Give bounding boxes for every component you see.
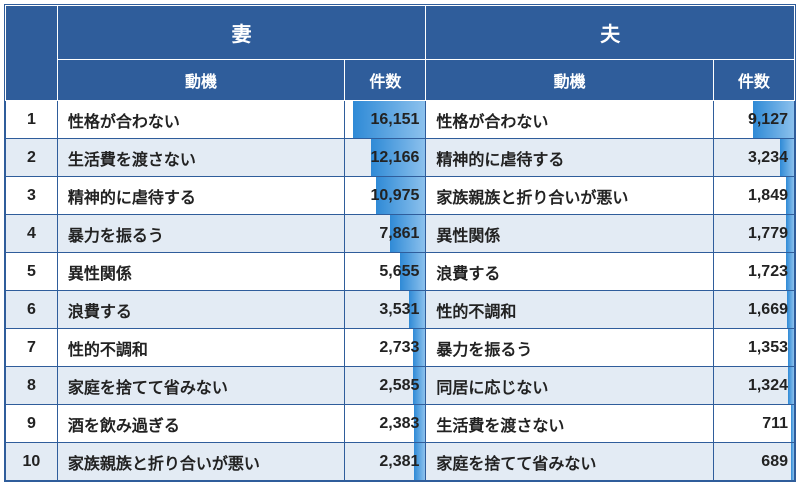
husband-count-cell: 711	[713, 405, 794, 443]
husband-count-cell: 1,723	[713, 253, 794, 291]
husband-reason-cell: 家族親族と折り合いが悪い	[426, 177, 713, 215]
header-wife-reason: 動機	[57, 60, 344, 101]
husband-reason-cell: 家庭を捨てて省みない	[426, 443, 713, 481]
wife-count-value: 2,381	[379, 443, 419, 480]
wife-count-cell: 7,861	[345, 215, 426, 253]
husband-count-cell: 1,669	[713, 291, 794, 329]
husband-count-value: 9,127	[748, 101, 788, 138]
wife-count-cell: 3,531	[345, 291, 426, 329]
wife-count-cell: 16,151	[345, 101, 426, 139]
data-table: 妻 夫 動機 件数 動機 件数 1性格が合わない16,151性格が合わない9,1…	[5, 5, 795, 481]
husband-count-cell: 1,849	[713, 177, 794, 215]
wife-count-cell: 12,166	[345, 139, 426, 177]
data-bar	[791, 443, 794, 480]
table-row: 1性格が合わない16,151性格が合わない9,127	[6, 101, 795, 139]
husband-reason-cell: 浪費する	[426, 253, 713, 291]
rank-cell: 4	[6, 215, 58, 253]
wife-count-value: 10,975	[370, 177, 419, 214]
wife-reason-cell: 酒を飲み過ぎる	[57, 405, 344, 443]
rank-cell: 1	[6, 101, 58, 139]
rank-cell: 7	[6, 329, 58, 367]
husband-reason-cell: 暴力を振るう	[426, 329, 713, 367]
husband-count-value: 689	[761, 443, 788, 480]
table-row: 6浪費する 3,531性的不調和 1,669	[6, 291, 795, 329]
table-row: 5異性関係 5,655浪費する 1,723	[6, 253, 795, 291]
husband-count-value: 1,669	[748, 291, 788, 328]
header-husband: 夫	[426, 6, 795, 60]
husband-count-value: 1,353	[748, 329, 788, 366]
wife-reason-cell: 家庭を捨てて省みない	[57, 367, 344, 405]
husband-count-value: 1,324	[748, 367, 788, 404]
header-wife: 妻	[57, 6, 426, 60]
table-row: 9酒を飲み過ぎる 2,383生活費を渡さない 711	[6, 405, 795, 443]
wife-count-value: 2,733	[379, 329, 419, 366]
husband-count-value: 1,723	[748, 253, 788, 290]
husband-count-cell: 9,127	[713, 101, 794, 139]
husband-reason-cell: 性格が合わない	[426, 101, 713, 139]
table-row: 10家族親族と折り合いが悪い 2,381家庭を捨てて省みない 689	[6, 443, 795, 481]
husband-reason-cell: 性的不調和	[426, 291, 713, 329]
wife-count-cell: 2,585	[345, 367, 426, 405]
wife-reason-cell: 性的不調和	[57, 329, 344, 367]
wife-count-value: 7,861	[379, 215, 419, 252]
wife-reason-cell: 精神的に虐待する	[57, 177, 344, 215]
wife-count-cell: 5,655	[345, 253, 426, 291]
wife-count-cell: 10,975	[345, 177, 426, 215]
data-bar	[787, 291, 794, 328]
wife-count-cell: 2,381	[345, 443, 426, 481]
wife-reason-cell: 異性関係	[57, 253, 344, 291]
husband-count-value: 1,849	[748, 177, 788, 214]
rank-cell: 6	[6, 291, 58, 329]
husband-reason-cell: 精神的に虐待する	[426, 139, 713, 177]
husband-reason-cell: 生活費を渡さない	[426, 405, 713, 443]
husband-count-cell: 1,779	[713, 215, 794, 253]
wife-reason-cell: 暴力を振るう	[57, 215, 344, 253]
husband-count-value: 711	[762, 405, 788, 442]
wife-count-cell: 2,733	[345, 329, 426, 367]
table-row: 4暴力を振るう 7,861異性関係 1,779	[6, 215, 795, 253]
wife-reason-cell: 浪費する	[57, 291, 344, 329]
rank-cell: 9	[6, 405, 58, 443]
wife-reason-cell: 生活費を渡さない	[57, 139, 344, 177]
data-bar	[788, 329, 794, 366]
comparison-table: 妻 夫 動機 件数 動機 件数 1性格が合わない16,151性格が合わない9,1…	[4, 4, 796, 482]
table-row: 7性的不調和 2,733暴力を振るう 1,353	[6, 329, 795, 367]
husband-count-cell: 689	[713, 443, 794, 481]
husband-reason-cell: 異性関係	[426, 215, 713, 253]
data-bar	[791, 405, 794, 442]
wife-count-value: 16,151	[370, 101, 419, 138]
header-husband-count: 件数	[713, 60, 794, 101]
husband-count-cell: 3,234	[713, 139, 794, 177]
wife-count-value: 5,655	[379, 253, 419, 290]
header-husband-reason: 動機	[426, 60, 713, 101]
rank-cell: 3	[6, 177, 58, 215]
wife-count-value: 2,383	[379, 405, 419, 442]
header-wife-count: 件数	[345, 60, 426, 101]
table-row: 3精神的に虐待する 10,975家族親族と折り合いが悪い 1,849	[6, 177, 795, 215]
table-row: 8家庭を捨てて省みない 2,585同居に応じない 1,324	[6, 367, 795, 405]
wife-reason-cell: 性格が合わない	[57, 101, 344, 139]
header-rank-blank	[6, 6, 58, 101]
husband-count-cell: 1,324	[713, 367, 794, 405]
wife-reason-cell: 家族親族と折り合いが悪い	[57, 443, 344, 481]
rank-cell: 8	[6, 367, 58, 405]
wife-count-cell: 2,383	[345, 405, 426, 443]
rank-cell: 2	[6, 139, 58, 177]
rank-cell: 5	[6, 253, 58, 291]
husband-count-value: 3,234	[748, 139, 788, 176]
table-row: 2生活費を渡さない 12,166精神的に虐待する 3,234	[6, 139, 795, 177]
data-bar	[788, 367, 794, 404]
husband-count-value: 1,779	[748, 215, 788, 252]
wife-count-value: 12,166	[370, 139, 419, 176]
wife-count-value: 3,531	[379, 291, 419, 328]
husband-reason-cell: 同居に応じない	[426, 367, 713, 405]
rank-cell: 10	[6, 443, 58, 481]
wife-count-value: 2,585	[379, 367, 419, 404]
husband-count-cell: 1,353	[713, 329, 794, 367]
